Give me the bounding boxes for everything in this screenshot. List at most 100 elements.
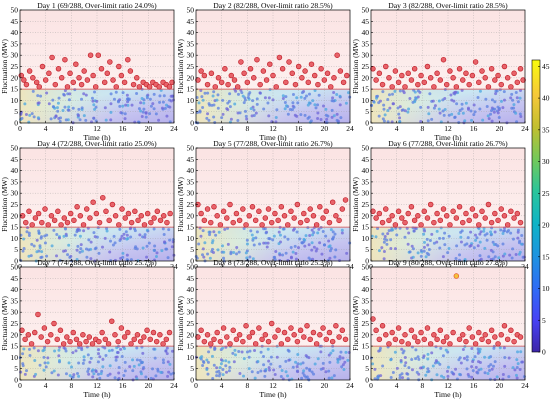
scatter-point-under-limit	[250, 114, 254, 118]
scatter-point-over-limit	[22, 336, 28, 343]
scatter-point-under-limit	[426, 367, 430, 371]
scatter-point-under-limit	[316, 103, 320, 107]
scatter-point-under-limit	[494, 243, 498, 247]
x-tick-label: 20	[321, 262, 329, 271]
scatter-point-under-limit	[92, 372, 96, 376]
x-tick-label: 12	[444, 262, 452, 271]
scatter-point-under-limit	[507, 375, 511, 379]
scatter-point-over-limit	[215, 75, 222, 81]
scatter-point-under-limit	[521, 360, 525, 364]
scatter-point-under-limit	[274, 115, 278, 119]
scatter-point-under-limit	[493, 230, 497, 234]
scatter-point-under-limit	[122, 347, 126, 351]
scatter-point-under-limit	[343, 360, 347, 364]
scatter-point-over-limit	[125, 210, 132, 217]
scatter-point-over-limit	[447, 222, 453, 228]
scatter-point-over-limit	[64, 334, 70, 340]
scatter-point-under-limit	[446, 365, 450, 369]
scatter-point-under-limit	[284, 359, 288, 363]
scatter-point-under-limit	[21, 352, 25, 356]
x-tick-label: 4	[395, 124, 399, 133]
scatter-point-under-limit	[86, 353, 90, 357]
scatter-point-under-limit	[424, 255, 428, 259]
scatter-point-under-limit	[99, 372, 103, 376]
scatter-point-under-limit	[240, 91, 244, 95]
scatter-point-under-limit	[101, 245, 105, 249]
scatter-point-under-limit	[119, 237, 123, 241]
scatter-point-under-limit	[254, 236, 258, 240]
scatter-point-over-limit	[106, 217, 112, 224]
scatter-point-under-limit	[263, 374, 267, 378]
scatter-point-under-limit	[444, 348, 448, 352]
scatter-point-over-limit	[402, 219, 408, 226]
scatter-point-over-limit	[297, 327, 304, 334]
scatter-point-under-limit	[400, 347, 404, 351]
scatter-point-over-limit	[339, 206, 346, 212]
scatter-point-over-limit	[119, 206, 125, 212]
scatter-point-under-limit	[144, 375, 148, 379]
scatter-point-under-limit	[382, 249, 386, 253]
scatter-point-over-limit	[272, 334, 278, 340]
scatter-point-under-limit	[68, 374, 72, 378]
y-tick-label: 35	[362, 39, 370, 48]
y-tick-label: 25	[187, 62, 195, 71]
scatter-point-under-limit	[127, 98, 131, 102]
scatter-point-under-limit	[407, 231, 411, 235]
scatter-point-under-limit	[381, 364, 385, 368]
scatter-point-under-limit	[440, 374, 444, 378]
scatter-point-under-limit	[437, 107, 441, 111]
scatter-point-under-limit	[411, 255, 415, 259]
scatter-point-over-limit	[243, 323, 249, 329]
scatter-point-under-limit	[487, 364, 491, 368]
scatter-point-under-limit	[97, 352, 101, 356]
scatter-point-over-limit	[402, 84, 408, 90]
scatter-point-over-limit	[504, 222, 511, 228]
scatter-point-over-limit	[208, 341, 214, 347]
scatter-point-under-limit	[322, 104, 326, 108]
scatter-point-under-limit	[215, 370, 219, 374]
scatter-point-under-limit	[117, 371, 121, 375]
x-axis-label: Time (h)	[259, 390, 287, 399]
scatter-point-under-limit	[454, 90, 458, 94]
scatter-point-over-limit	[198, 327, 204, 334]
scatter-point-under-limit	[81, 361, 85, 365]
scatter-point-under-limit	[162, 233, 166, 237]
scatter-point-under-limit	[402, 91, 406, 95]
scatter-point-under-limit	[514, 91, 518, 95]
x-tick-label: 8	[245, 381, 249, 390]
scatter-point-over-limit	[383, 332, 389, 338]
scatter-point-under-limit	[382, 257, 386, 261]
scatter-point-under-limit	[499, 99, 503, 103]
scatter-point-under-limit	[73, 88, 77, 92]
scatter-point-over-limit	[336, 217, 342, 224]
y-tick-label: 20	[11, 73, 19, 82]
scatter-point-over-limit	[313, 222, 320, 228]
scatter-point-over-limit	[227, 341, 233, 347]
scatter-point-under-limit	[122, 373, 126, 377]
y-tick-label: 50	[362, 144, 370, 153]
y-tick-label: 25	[187, 319, 195, 328]
scatter-point-over-limit	[434, 70, 440, 77]
scatter-point-under-limit	[446, 350, 450, 354]
scatter-point-under-limit	[256, 370, 260, 374]
scatter-point-under-limit	[148, 97, 152, 101]
scatter-point-under-limit	[519, 350, 523, 354]
scatter-point-under-limit	[502, 346, 506, 350]
scatter-point-under-limit	[154, 112, 158, 116]
scatter-point-under-limit	[498, 88, 502, 92]
scatter-point-over-limit	[249, 204, 256, 210]
y-tick-label: 45	[187, 274, 195, 283]
colorbar-tick-label: 40	[542, 94, 550, 103]
scatter-point-under-limit	[330, 115, 334, 119]
scatter-point-over-limit	[244, 79, 251, 86]
scatter-point-under-limit	[262, 363, 266, 367]
scatter-point-under-limit	[57, 236, 61, 240]
scatter-point-over-limit	[424, 63, 431, 70]
scatter-point-over-limit	[64, 84, 71, 90]
scatter-point-under-limit	[141, 246, 145, 250]
scatter-point-under-limit	[333, 232, 337, 236]
y-tick-label: 50	[362, 6, 370, 15]
y-tick-label: 30	[187, 189, 195, 198]
scatter-point-under-limit	[311, 99, 315, 103]
